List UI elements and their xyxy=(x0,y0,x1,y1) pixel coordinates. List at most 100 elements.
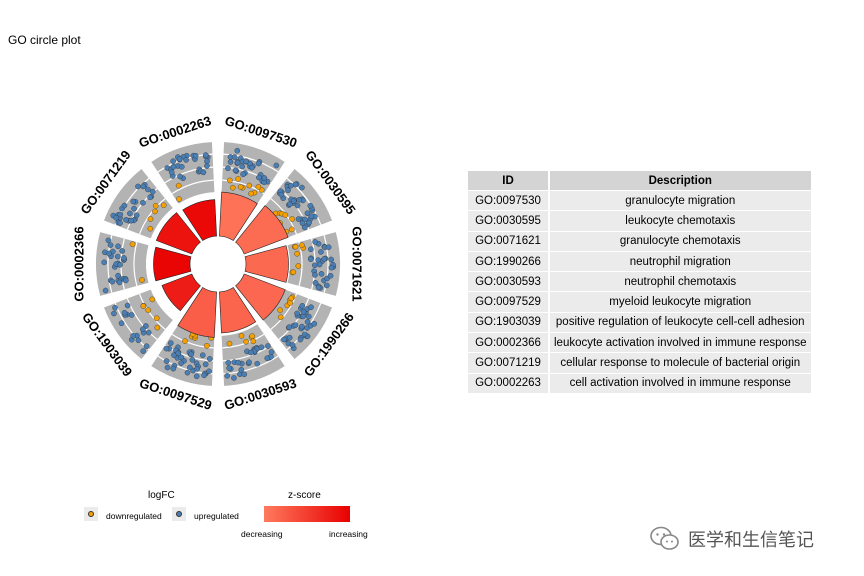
cell-id: GO:0030595 xyxy=(468,211,548,231)
upregulated-point xyxy=(231,154,238,160)
cell-id: GO:0002263 xyxy=(468,373,548,393)
upregulated-point xyxy=(179,163,185,170)
upregulated-point xyxy=(328,256,334,263)
table-row: GO:1990266 neutrophil migration xyxy=(468,251,811,272)
upregulated-point xyxy=(264,355,270,362)
upregulated-point xyxy=(201,372,207,379)
upregulated-point xyxy=(131,205,137,212)
upregulated-point xyxy=(304,319,311,325)
upregulated-point xyxy=(188,351,194,358)
cell-id: GO:0030593 xyxy=(468,272,548,292)
cell-description: granulocyte chemotaxis xyxy=(550,231,811,251)
downregulated-point xyxy=(248,190,254,197)
downregulated-point xyxy=(289,216,295,222)
downregulated-point xyxy=(294,250,300,257)
upregulated-point xyxy=(106,250,112,257)
track-grid-line xyxy=(323,235,329,293)
upregulated-point xyxy=(200,169,207,176)
legend-increasing-label: increasing xyxy=(329,529,368,539)
upregulated-point xyxy=(178,360,184,366)
table-row: GO:0071219 cellular response to molecule … xyxy=(468,353,811,373)
upregulated-point xyxy=(312,272,318,278)
upregulated-point xyxy=(124,302,131,309)
upregulated-point xyxy=(239,163,246,170)
upregulated-point xyxy=(254,360,261,367)
downregulated-point xyxy=(139,277,145,283)
upregulated-point xyxy=(193,373,200,380)
upregulated-point xyxy=(296,197,303,203)
zscore-bar xyxy=(182,199,217,241)
zscore-bar xyxy=(219,191,258,241)
upregulated-point xyxy=(225,359,232,366)
cell-description: myeloid leukocyte migration xyxy=(550,292,811,312)
table-row: GO:0097530 granulocyte migration xyxy=(468,191,811,211)
zscore-bar xyxy=(235,205,289,255)
table-row: GO:0002263 cell activation involved in im… xyxy=(468,373,811,393)
upregulated-point xyxy=(206,368,212,375)
upregulated-point xyxy=(306,219,312,226)
upregulated-point xyxy=(170,158,176,165)
track-grid-line xyxy=(164,166,214,184)
upregulated-point xyxy=(305,313,312,320)
upregulated-point xyxy=(145,186,151,193)
downregulated-point xyxy=(237,184,244,190)
upregulated-point xyxy=(163,358,170,364)
upregulated-point xyxy=(163,345,170,352)
downregulated-point xyxy=(238,332,245,339)
upregulated-point xyxy=(118,320,125,327)
upregulated-point xyxy=(115,272,121,279)
upregulated-point xyxy=(286,324,292,330)
column-header-description: Description xyxy=(550,171,811,190)
downregulated-point xyxy=(235,176,241,182)
upregulated-point xyxy=(117,261,123,268)
down-dot-icon xyxy=(88,511,94,517)
upregulated-point xyxy=(300,313,306,320)
upregulated-point xyxy=(308,304,314,310)
upregulated-point xyxy=(327,272,334,279)
cell-description: neutrophil migration xyxy=(550,251,811,272)
downregulated-point xyxy=(182,338,188,344)
go-term-table: ID Description GO:0097530 granulocyte mig… xyxy=(466,170,813,394)
track-grid-line xyxy=(286,177,322,226)
zscore-bar xyxy=(153,246,192,282)
legend-up-label: upregulated xyxy=(194,511,239,521)
upregulated-point xyxy=(107,242,114,248)
upregulated-point xyxy=(231,375,237,381)
upregulated-point xyxy=(235,359,241,366)
upregulated-point xyxy=(204,158,210,165)
upregulated-point xyxy=(299,184,305,191)
wechat-icon xyxy=(650,526,679,550)
upregulated-point xyxy=(297,336,304,343)
upregulated-point xyxy=(234,147,241,154)
cell-id: GO:1903039 xyxy=(468,312,548,333)
downregulated-point xyxy=(288,295,295,302)
upregulated-point xyxy=(199,352,206,358)
downregulated-point xyxy=(154,324,161,331)
upregulated-point xyxy=(176,156,183,162)
upregulated-point xyxy=(226,365,232,371)
upregulated-point xyxy=(234,159,241,166)
upregulated-point xyxy=(119,248,126,254)
upregulated-point xyxy=(292,322,299,328)
track-grid-line xyxy=(270,293,298,330)
upregulated-point xyxy=(285,187,291,194)
legend-down-key xyxy=(84,507,98,521)
cell-description: leukocyte chemotaxis xyxy=(550,211,811,231)
upregulated-point xyxy=(324,282,330,289)
upregulated-point xyxy=(116,279,123,286)
downregulated-point xyxy=(255,184,262,190)
upregulated-point xyxy=(261,175,268,181)
legend: logFC downregulated upregulated z-score … xyxy=(80,486,380,546)
column-header-id: ID xyxy=(468,171,548,190)
term-track xyxy=(104,289,173,359)
downregulated-point xyxy=(289,226,295,233)
upregulated-point xyxy=(312,280,319,286)
cell-id: GO:0071621 xyxy=(468,231,548,251)
legend-logfc-title: logFC xyxy=(148,490,175,501)
upregulated-point xyxy=(128,312,135,318)
upregulated-point xyxy=(307,202,314,209)
table-row: GO:1903039 positive regulation of leukocy… xyxy=(468,312,811,333)
upregulated-point xyxy=(202,361,209,368)
downregulated-point xyxy=(147,216,154,222)
